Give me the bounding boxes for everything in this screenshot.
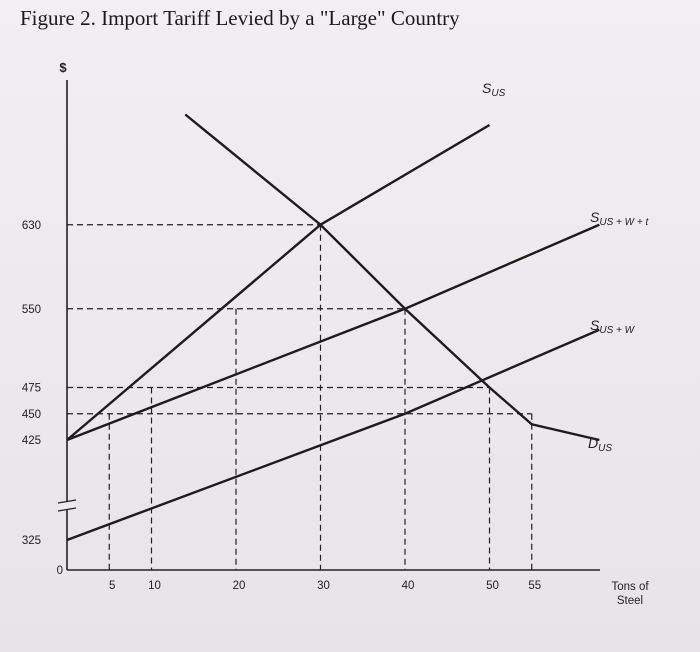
x-tick-label: 10 (148, 580, 161, 592)
x-tick-label: 20 (233, 580, 246, 592)
axis-break-mark (57, 507, 77, 512)
series-line (184, 113, 600, 442)
y-tick-label: 630 (22, 220, 41, 232)
y-tick-label: 475 (22, 383, 41, 395)
y-tick-label: 325 (22, 535, 41, 547)
x-axis-label: Steel (617, 595, 643, 607)
y-tick-label: 550 (22, 304, 41, 316)
series-line (66, 123, 491, 441)
axis-break-gap (59, 502, 75, 510)
figure-title: Figure 2. Import Tariff Levied by a "Lar… (20, 6, 460, 30)
x-axis-label: Tons of (611, 581, 649, 593)
series-label: DUS (588, 435, 612, 454)
x-tick-label: 55 (528, 580, 541, 592)
series-label: SUS + W (590, 317, 636, 336)
series-line (66, 328, 600, 542)
x-tick-label: 5 (109, 580, 115, 592)
axis-break-mark (57, 499, 77, 504)
y-axis-label: $ (59, 60, 67, 75)
x-tick-label: 30 (317, 580, 330, 592)
series-label: SUS + W + t (590, 209, 649, 228)
series-label: SUS (482, 80, 506, 99)
y-tick-label: 0 (57, 565, 63, 577)
y-tick-label: 450 (22, 409, 41, 421)
x-tick-label: 50 (486, 580, 499, 592)
series-line (66, 223, 600, 442)
y-tick-label: 425 (22, 435, 41, 447)
x-tick-label: 40 (402, 580, 415, 592)
